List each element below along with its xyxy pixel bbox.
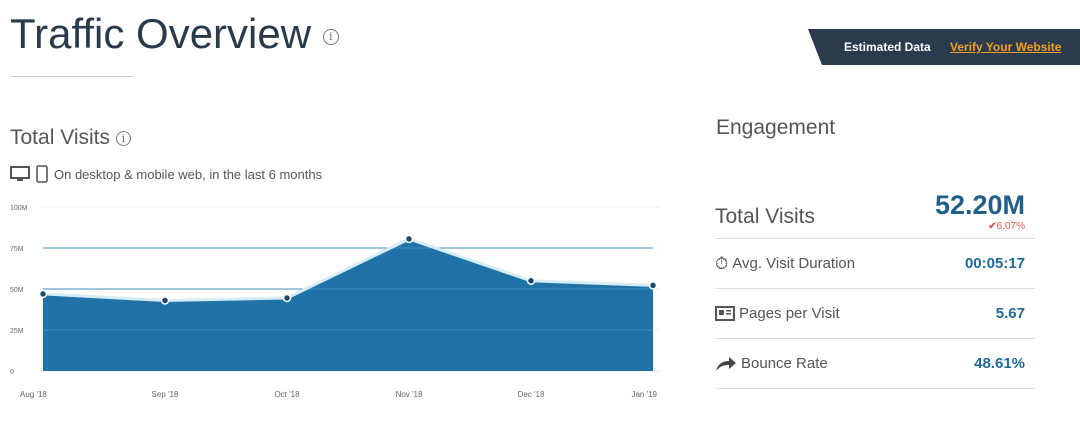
desktop-icon	[10, 166, 30, 181]
data-point	[526, 276, 536, 286]
estimated-data-banner: Estimated Data Verify Your Website	[808, 29, 1080, 65]
data-point	[404, 234, 414, 244]
total-visits-value: 52.20M	[934, 190, 1025, 220]
metric-value: 00:05:17	[964, 255, 1025, 272]
data-point	[160, 296, 170, 305]
data-point	[38, 289, 48, 299]
data-point	[648, 281, 658, 290]
metric-row: Pages per Visit 5.67	[715, 289, 1035, 339]
total-visits-change: 6.07%	[996, 221, 1025, 232]
info-icon[interactable]: i	[115, 130, 131, 146]
total-visits-label: Total Visits	[715, 205, 815, 228]
data-point	[282, 293, 292, 303]
page-title-text: Traffic Overview	[10, 10, 312, 57]
chart-subtitle: On desktop & mobile web, in the last 6 m…	[10, 165, 322, 183]
total-visits-row: Total Visits 52.20M ✔︎6.07%	[715, 184, 1035, 239]
subtitle-text: On desktop & mobile web, in the last 6 m…	[54, 166, 323, 182]
mobile-icon	[36, 165, 48, 183]
y-tick-label: 25M	[10, 328, 24, 335]
x-tick-label: Nov '18	[396, 390, 423, 399]
y-tick-label: 0	[10, 369, 14, 376]
engagement-title: Engagement	[716, 116, 836, 139]
metric-row: Bounce Rate 48.61%	[715, 339, 1035, 389]
x-tick-label: Sep '18	[152, 390, 179, 399]
area-fill	[43, 238, 653, 371]
total-visits-title: Total Visits	[10, 126, 110, 149]
metric-label: Avg. Visit Duration	[732, 255, 856, 272]
x-tick-label: Jan '19	[631, 390, 657, 399]
metric-value: 5.67	[995, 305, 1025, 322]
down-chevron-icon: ✔︎	[988, 221, 997, 232]
y-tick-label: 100M	[10, 205, 28, 212]
y-tick-label: 50M	[10, 287, 24, 294]
y-tick-label: 75M	[10, 246, 24, 253]
verify-website-link[interactable]: Verify Your Website	[950, 40, 1062, 54]
metric-label: Bounce Rate	[741, 355, 828, 372]
pages-icon	[715, 305, 735, 321]
share-arrow-icon	[716, 356, 736, 371]
x-tick-label: Aug '18	[20, 390, 47, 399]
metric-value: 48.61%	[974, 355, 1025, 372]
metric-row: ⏱ Avg. Visit Duration 00:05:17	[715, 239, 1035, 289]
page-title: Traffic Overview i	[10, 10, 339, 58]
metric-label: Pages per Visit	[739, 305, 840, 322]
estimated-data-label: Estimated Data	[844, 40, 931, 54]
x-tick-label: Oct '18	[274, 390, 300, 399]
total-visits-heading: Total Visits i	[10, 126, 131, 150]
title-divider	[10, 76, 134, 77]
stopwatch-icon: ⏱	[715, 253, 729, 273]
x-tick-label: Dec '18	[518, 390, 545, 399]
visits-chart: 0 25M 50M 75M 100M Aug '18 Sep '18 Oct '18 Nov '…	[10, 205, 660, 399]
info-icon[interactable]: i	[322, 28, 339, 45]
series-line	[42, 237, 654, 302]
